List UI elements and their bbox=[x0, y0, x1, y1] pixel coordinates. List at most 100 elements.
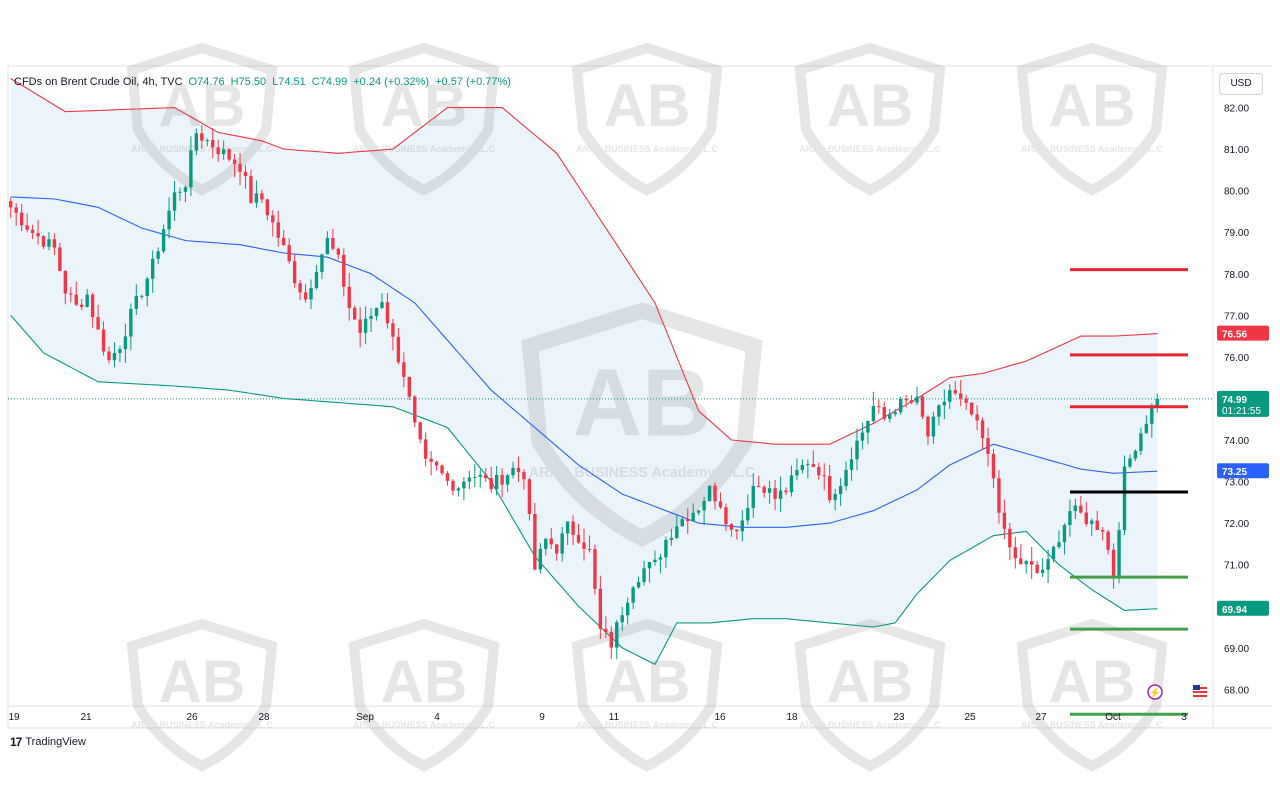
candle-body bbox=[795, 470, 799, 476]
candle-body bbox=[374, 307, 379, 317]
time-axis[interactable]: 19 21 26 28 Sep 4 9 11 16 18 23 25 27 Oct 3 bbox=[8, 712, 1187, 723]
candle-body bbox=[494, 474, 499, 490]
watermark-bottom-4-mark: AB bbox=[1049, 648, 1136, 715]
candle-body bbox=[615, 622, 619, 648]
candle-body bbox=[724, 507, 728, 525]
candle-body bbox=[221, 149, 226, 155]
symbol-name[interactable]: CFDs on Brent Crude Oil, 4h, TVC bbox=[14, 76, 183, 88]
y-tick-label: 78.00 bbox=[1224, 270, 1249, 281]
watermark-bottom-1: AB ARAB BUSINESS Academy L.L.C bbox=[348, 618, 500, 772]
candle-body bbox=[920, 396, 925, 417]
candle-body bbox=[980, 420, 985, 439]
candle-body bbox=[817, 467, 821, 476]
flag-canton bbox=[1193, 685, 1200, 690]
candle-body bbox=[380, 302, 384, 308]
price-axis[interactable]: 68.0069.0070.0071.0072.0073.0074.0075.00… bbox=[1224, 104, 1249, 697]
candle-body bbox=[156, 251, 160, 259]
candle-body bbox=[898, 398, 903, 413]
candle-body bbox=[232, 159, 237, 164]
x-tick-label: 21 bbox=[80, 712, 92, 723]
candle-body bbox=[522, 472, 526, 480]
x-tick-label: 26 bbox=[186, 712, 198, 723]
candle-body bbox=[249, 176, 253, 203]
candle-body bbox=[544, 538, 548, 549]
candle-body bbox=[942, 401, 947, 406]
candle-body bbox=[1095, 520, 1099, 531]
high-value: H75.50 bbox=[230, 76, 267, 88]
candle-body bbox=[243, 171, 248, 177]
candle-body bbox=[538, 548, 543, 570]
price-label-box-upper_band bbox=[1217, 325, 1269, 341]
candle-body bbox=[282, 237, 286, 246]
candle-body bbox=[571, 521, 575, 535]
candle-body bbox=[445, 473, 450, 481]
candle-body bbox=[473, 476, 477, 478]
chart-frame-lines bbox=[7, 65, 1272, 729]
candle-body bbox=[74, 294, 78, 305]
candle-body bbox=[1128, 458, 1132, 467]
watermark-bottom-1-shield bbox=[348, 618, 500, 772]
candle-body bbox=[238, 163, 242, 172]
candle-body bbox=[871, 406, 876, 422]
candle-body bbox=[205, 140, 209, 142]
countdown-label: 01:21:55 bbox=[1222, 406, 1261, 417]
price-label-lower_band: 69.94 bbox=[1222, 605, 1247, 616]
watermark-center-mark: AB bbox=[573, 350, 712, 457]
candle-body bbox=[931, 416, 936, 437]
candle-body bbox=[407, 376, 411, 397]
candle-body bbox=[1068, 511, 1072, 526]
watermark-top-1-text: ARAB BUSINESS Academy L.L.C bbox=[353, 144, 495, 154]
candle-body bbox=[511, 467, 515, 476]
candle-body bbox=[342, 254, 346, 287]
candle-body bbox=[582, 542, 586, 549]
candle-body bbox=[789, 475, 794, 493]
candle-body bbox=[287, 245, 291, 262]
candle-body bbox=[833, 494, 837, 501]
candle-body bbox=[69, 293, 73, 295]
candle-body bbox=[189, 150, 193, 188]
candle-body bbox=[604, 628, 608, 633]
candle-body bbox=[413, 396, 417, 423]
candlesticks bbox=[9, 125, 1159, 660]
candle-body bbox=[1155, 398, 1159, 407]
x-tick-label: 25 bbox=[964, 712, 976, 723]
candle-body bbox=[549, 538, 553, 545]
dividend-event-icon[interactable] bbox=[1147, 684, 1163, 700]
watermark-bottom-2-shield bbox=[571, 618, 723, 772]
x-tick-label: 19 bbox=[8, 712, 20, 723]
candle-body bbox=[484, 474, 488, 479]
candle-body bbox=[478, 474, 482, 477]
candle-body bbox=[456, 488, 461, 491]
currency-button[interactable]: USD bbox=[1219, 73, 1263, 95]
candle-body bbox=[811, 464, 816, 468]
candle-body bbox=[702, 501, 706, 511]
tradingview-logo-icon: 17 bbox=[10, 735, 22, 749]
candle-body bbox=[140, 295, 144, 297]
candle-body bbox=[1090, 520, 1094, 525]
candle-body bbox=[975, 414, 979, 421]
candle-body bbox=[227, 149, 231, 160]
candle-body bbox=[292, 261, 297, 284]
candle-body bbox=[686, 519, 690, 522]
brand-label: TradingView bbox=[25, 736, 86, 748]
tradingview-brand[interactable]: 17 TradingView bbox=[10, 735, 86, 749]
candle-body bbox=[860, 432, 865, 441]
candle-body bbox=[211, 140, 215, 148]
candle-body bbox=[423, 439, 428, 459]
candle-body bbox=[664, 539, 668, 558]
y-tick-label: 68.00 bbox=[1224, 685, 1249, 696]
candle-body bbox=[587, 548, 592, 550]
watermark-bottom-2: AB ARAB BUSINESS Academy L.L.C bbox=[571, 618, 723, 772]
candle-body bbox=[888, 414, 892, 419]
candle-body bbox=[1002, 512, 1007, 529]
candle-body bbox=[134, 296, 138, 309]
y-tick-label: 73.00 bbox=[1224, 478, 1249, 489]
candle-body bbox=[1051, 546, 1056, 560]
candle-body bbox=[309, 288, 313, 300]
watermark-top-0-text: ARAB BUSINESS Academy L.L.C bbox=[131, 144, 273, 154]
watermark-logos: AB ARAB BUSINESS Academy L.L.C AB ARAB BUSI… bbox=[126, 42, 1168, 772]
candle-body bbox=[844, 469, 848, 487]
candle-body bbox=[1040, 569, 1045, 573]
candle-body bbox=[1106, 531, 1110, 550]
